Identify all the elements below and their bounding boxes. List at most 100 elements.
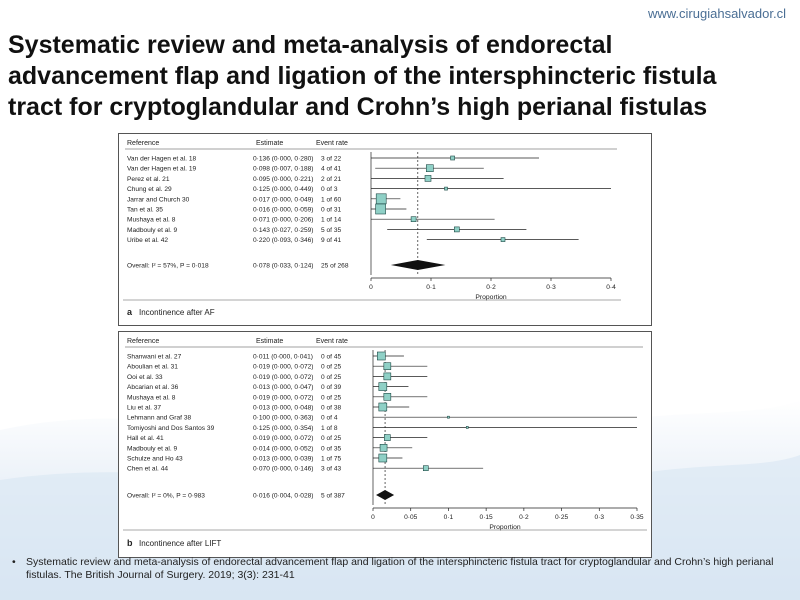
- study-reference: Aboulian et al. 31: [127, 364, 178, 371]
- study-reference: Chung et al. 29: [127, 186, 172, 193]
- study-reference: Madbouly et al. 9: [127, 445, 178, 452]
- x-tick-label: 0·1: [426, 284, 436, 291]
- footer-text: Systematic review and meta-analysis of e…: [26, 556, 774, 581]
- slide-title: Systematic review and meta-analysis of e…: [8, 30, 798, 123]
- study-estimate: 0·071 (0·000, 0·206): [253, 217, 313, 224]
- study-estimate: 0·014 (0·000, 0·052): [253, 445, 313, 452]
- header-estimate: Estimate: [256, 140, 283, 147]
- study-marker: [424, 175, 432, 182]
- study-event-rate: 3 of 22: [321, 156, 341, 163]
- study-marker: [375, 203, 386, 215]
- study-event-rate: 3 of 43: [321, 466, 341, 473]
- overall-diamond: [390, 260, 446, 270]
- study-event-rate: 4 of 41: [321, 166, 341, 173]
- study-event-rate: 1 of 14: [321, 217, 341, 224]
- study-reference: Van der Hagen et al. 19: [127, 166, 196, 173]
- footer-citation: • Systematic review and meta-analysis of…: [12, 556, 786, 582]
- study-estimate: 0·125 (0·000, 0·354): [253, 425, 313, 432]
- study-reference: Lehmann and Graf 38: [127, 415, 191, 422]
- study-marker: [444, 186, 448, 191]
- study-marker: [453, 226, 460, 233]
- study-event-rate: 9 of 41: [321, 237, 341, 244]
- study-marker: [384, 434, 391, 441]
- study-estimate: 0·013 (0·000, 0·047): [253, 384, 313, 391]
- header-event-rate: Event rate: [316, 338, 348, 345]
- study-reference: Hall et al. 41: [127, 435, 164, 442]
- study-estimate: 0·070 (0·000, 0·146): [253, 466, 313, 473]
- study-estimate: 0·095 (0·000, 0·221): [253, 176, 313, 183]
- study-event-rate: 0 of 3: [321, 186, 338, 193]
- header-estimate: Estimate: [256, 338, 283, 345]
- study-reference: Perez et al. 21: [127, 176, 170, 183]
- overall-event-rate: 5 of 387: [321, 493, 345, 500]
- forest-plot-a: Reference Estimate Event rate Van der Hagen…: [123, 140, 621, 317]
- overall-reference: Overall: I² = 0%, P = 0·983: [127, 493, 205, 500]
- panel-caption: Incontinence after LIFT: [139, 539, 221, 548]
- x-tick-label: 0·25: [555, 514, 569, 521]
- study-marker: [383, 362, 392, 371]
- study-marker: [378, 382, 388, 391]
- study-reference: Mushaya et al. 8: [127, 394, 176, 401]
- study-estimate: 0·136 (0·000, 0·280): [253, 156, 313, 163]
- study-marker: [465, 426, 469, 429]
- x-tick-label: 0·15: [480, 514, 494, 521]
- study-reference: Liu et al. 37: [127, 405, 161, 412]
- study-estimate: 0·220 (0·093, 0·346): [253, 237, 313, 244]
- x-tick-label: 0: [369, 284, 373, 291]
- study-marker: [410, 216, 417, 222]
- study-event-rate: 1 of 8: [321, 425, 338, 432]
- study-event-rate: 0 of 39: [321, 384, 341, 391]
- x-tick-label: 0·1: [444, 514, 454, 521]
- overall-diamond: [376, 490, 395, 500]
- study-marker: [383, 392, 392, 401]
- study-estimate: 0·016 (0·000, 0·059): [253, 207, 313, 214]
- study-event-rate: 2 of 21: [321, 176, 341, 183]
- study-reference: Mushaya et al. 8: [127, 217, 176, 224]
- study-reference: Jarrar and Church 30: [127, 196, 190, 203]
- overall-estimate: 0·078 (0·033, 0·124): [253, 263, 313, 270]
- study-event-rate: 0 of 25: [321, 394, 341, 401]
- study-event-rate: 0 of 38: [321, 405, 341, 412]
- overall-reference: Overall: I² = 57%, P = 0·018: [127, 263, 209, 270]
- overall-estimate: 0·016 (0·004, 0·028): [253, 493, 313, 500]
- study-event-rate: 1 of 75: [321, 456, 341, 463]
- title-line-3: tract for cryptoglandular and Crohn’s hi…: [8, 93, 708, 121]
- x-tick-label: 0·05: [404, 514, 418, 521]
- study-reference: Tan et al. 35: [127, 207, 163, 214]
- forest-plot-panel-b: Reference Estimate Event rate Shanwani et a…: [118, 331, 652, 558]
- panel-caption: Incontinence after AF: [139, 308, 215, 317]
- panel-label: a: [127, 307, 133, 317]
- x-axis-label: Proportion: [475, 294, 507, 301]
- study-estimate: 0·098 (0·007, 0·188): [253, 166, 313, 173]
- study-reference: Shanwani et al. 27: [127, 354, 182, 361]
- study-marker: [422, 465, 429, 471]
- study-marker: [425, 164, 434, 173]
- study-estimate: 0·011 (0·000, 0·041): [253, 354, 313, 361]
- study-marker: [383, 372, 392, 381]
- x-tick-label: 0·3: [546, 284, 556, 291]
- study-reference: Ooi et al. 33: [127, 374, 163, 381]
- study-estimate: 0·017 (0·000, 0·049): [253, 196, 313, 203]
- forest-plot-panel-a: Reference Estimate Event rate Van der Hagen…: [118, 133, 652, 326]
- study-event-rate: 0 of 4: [321, 415, 338, 422]
- study-reference: Abcarian et al. 36: [127, 384, 179, 391]
- study-reference: Chen et al. 44: [127, 466, 168, 473]
- x-axis-label: Proportion: [489, 524, 521, 531]
- study-reference: Van der Hagen et al. 18: [127, 156, 196, 163]
- study-estimate: 0·019 (0·000, 0·072): [253, 435, 313, 442]
- study-estimate: 0·125 (0·000, 0·449): [253, 186, 313, 193]
- panel-label: b: [127, 538, 133, 548]
- x-tick-label: 0·2: [486, 284, 496, 291]
- forest-plot-b: Reference Estimate Event rate Shanwani et a…: [123, 338, 647, 548]
- x-tick-label: 0: [371, 514, 375, 521]
- study-estimate: 0·013 (0·000, 0·039): [253, 456, 313, 463]
- study-event-rate: 5 of 35: [321, 227, 341, 234]
- study-reference: Schulze and Ho 43: [127, 456, 183, 463]
- bullet-icon: •: [12, 556, 16, 568]
- x-tick-label: 0·2: [519, 514, 529, 521]
- x-tick-label: 0·35: [630, 514, 644, 521]
- study-marker: [378, 402, 388, 412]
- study-event-rate: 1 of 60: [321, 196, 341, 203]
- study-event-rate: 0 of 25: [321, 435, 341, 442]
- header-reference: Reference: [127, 338, 159, 345]
